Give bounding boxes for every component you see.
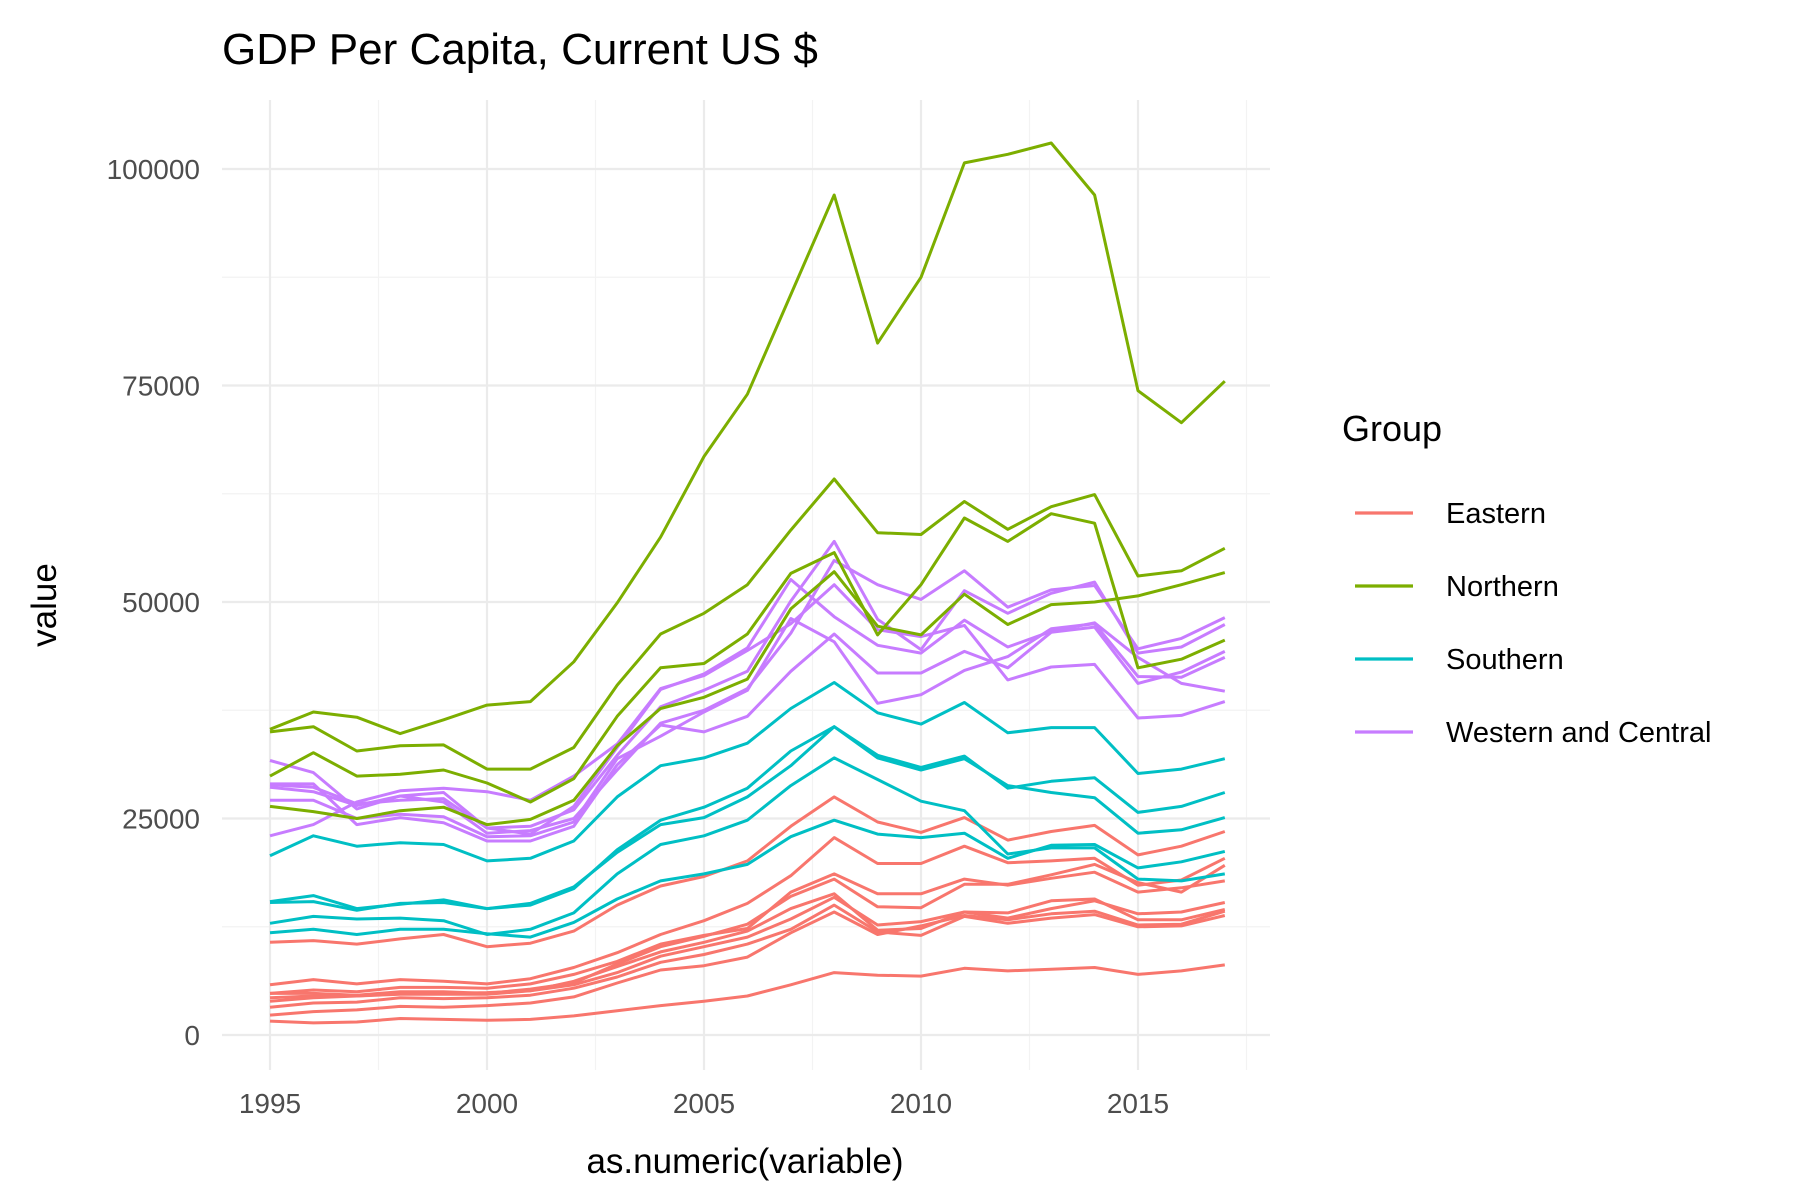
legend-label-northern: Northern [1446, 571, 1559, 603]
legend-label-eastern: Eastern [1446, 498, 1546, 530]
y-tick-label: 100000 [107, 154, 200, 185]
y-axis-ticks: 0 25000 50000 75000 100000 [107, 154, 200, 1051]
y-tick-label: 75000 [122, 371, 200, 402]
series-line-eastern-18 [269, 870, 1226, 995]
series-line-southern-14 [269, 756, 1226, 936]
series-line-eastern-17 [269, 836, 1226, 987]
series-line-western-and-central-10 [269, 578, 1226, 836]
series-line-northern-1 [269, 477, 1226, 771]
y-axis-title: value [25, 563, 64, 647]
legend-label-southern: Southern [1446, 644, 1564, 676]
series-line-southern-15 [269, 818, 1226, 939]
x-tick-label: 2005 [673, 1088, 735, 1119]
x-tick-label: 2015 [1107, 1088, 1169, 1119]
legend-label-western-and-central: Western and Central [1446, 717, 1711, 749]
series-line-eastern-19 [270, 862, 1226, 997]
x-tick-label: 1995 [239, 1088, 301, 1119]
x-axis-title: as.numeric(variable) [586, 1142, 903, 1181]
y-tick-label: 0 [184, 1020, 200, 1051]
series-line-western-and-central-9 [269, 583, 1226, 838]
legend-title: Group [1342, 408, 1442, 449]
series-line-western-and-central-6 [269, 539, 1226, 830]
series-line-eastern-23 [269, 909, 1226, 1017]
legend-item-southern: Southern [1355, 644, 1564, 676]
series-line-western-and-central-7 [270, 625, 1226, 843]
legend-item-northern: Northern [1355, 571, 1559, 603]
series-line-northern-4 [269, 570, 1226, 827]
legend-item-western-and-central: Western and Central [1355, 717, 1711, 749]
series-line-southern-11 [269, 681, 1226, 863]
series-line-eastern-20 [269, 892, 1226, 1000]
series-lines [269, 141, 1226, 1025]
y-tick-label: 25000 [122, 804, 200, 835]
series-line-northern-2 [269, 141, 1226, 736]
x-axis-ticks: 1995 2000 2005 2010 2015 [239, 1088, 1169, 1119]
series-line-eastern-16 [269, 795, 1226, 949]
y-tick-label: 50000 [122, 587, 200, 618]
chart-title: GDP Per Capita, Current US $ [222, 25, 818, 74]
legend-item-eastern: Eastern [1355, 498, 1546, 530]
x-tick-label: 2010 [890, 1088, 952, 1119]
x-tick-label: 2000 [456, 1088, 518, 1119]
legend: Group Eastern Northern Southern Western and… [1342, 408, 1711, 749]
series-line-southern-13 [269, 725, 1226, 911]
series-line-eastern-22 [269, 903, 1226, 1009]
series-line-eastern-24 [269, 963, 1226, 1025]
series-line-northern-3 [269, 512, 1226, 804]
series-line-eastern-21 [269, 895, 1226, 1003]
